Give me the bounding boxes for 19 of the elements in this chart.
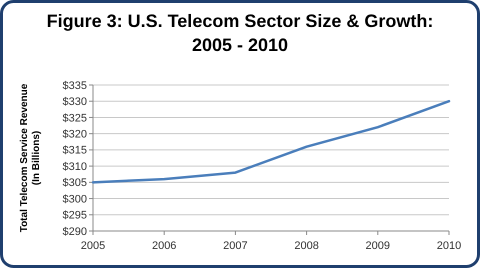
x-tick-label: 2006 bbox=[152, 240, 176, 252]
x-tick-label: 2007 bbox=[223, 240, 248, 252]
y-tick-label: $305 bbox=[62, 177, 87, 190]
y-tick-label: $335 bbox=[62, 80, 87, 92]
y-axis-title: Total Telecom Service Revenue (In Billions) bbox=[19, 83, 42, 232]
y-tick-label: $290 bbox=[62, 226, 87, 238]
x-tick-label: 2010 bbox=[436, 240, 462, 252]
y-tick-label: $300 bbox=[62, 193, 87, 206]
y-tick-label: $315 bbox=[62, 144, 87, 157]
y-tick-label: $330 bbox=[62, 96, 87, 108]
chart-title: Figure 3: U.S. Telecom Sector Size & Growth: 2005 - 2010 bbox=[46, 11, 434, 55]
x-tick-label: 2005 bbox=[80, 240, 106, 252]
x-tick-label: 2009 bbox=[366, 240, 390, 252]
y-tick-label: $325 bbox=[62, 112, 87, 124]
y-tick-label: $295 bbox=[62, 210, 87, 222]
x-tick-label: 2008 bbox=[294, 240, 319, 252]
line-series bbox=[92, 100, 450, 184]
y-tick-label: $320 bbox=[62, 128, 87, 141]
y-tick-label: $310 bbox=[62, 160, 87, 173]
